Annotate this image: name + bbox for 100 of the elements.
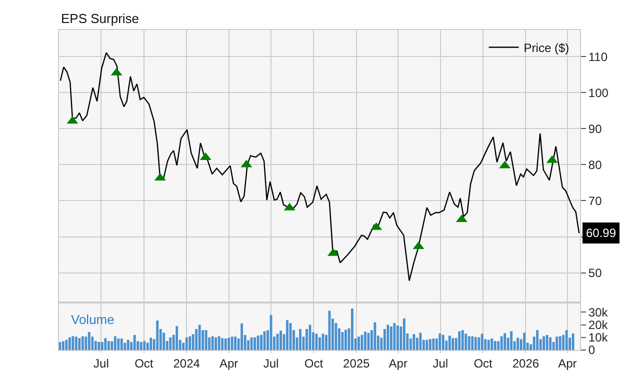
bar	[143, 341, 146, 350]
bar	[542, 336, 546, 350]
y-tick-label: 70	[588, 194, 602, 208]
legend-label: Price ($)	[524, 40, 570, 55]
bar	[383, 329, 386, 350]
bar	[510, 331, 513, 350]
bar	[504, 333, 506, 350]
bar	[88, 332, 90, 350]
bar	[250, 337, 253, 350]
bar	[468, 336, 470, 350]
annotation: 60.99	[586, 226, 616, 240]
bar	[169, 337, 172, 350]
bar	[490, 338, 494, 350]
x-tick-label: Apr	[388, 356, 408, 370]
bar	[516, 338, 520, 350]
y-tick-label: 100	[588, 86, 609, 100]
bar	[393, 322, 396, 350]
x-tick-label: Jul	[432, 356, 448, 370]
bar	[344, 330, 347, 350]
bar	[280, 330, 282, 350]
bar	[556, 336, 558, 350]
bar	[211, 336, 214, 350]
bar	[114, 336, 116, 350]
bar	[572, 333, 574, 350]
bar	[218, 336, 220, 350]
bar	[150, 338, 152, 350]
bar	[81, 336, 84, 350]
bar	[426, 340, 428, 350]
bar	[500, 336, 503, 350]
bar	[357, 336, 360, 350]
bar	[68, 337, 71, 350]
bar	[461, 330, 464, 350]
bar	[536, 330, 539, 350]
bar	[117, 338, 120, 350]
bar	[390, 326, 392, 350]
bar	[107, 341, 110, 350]
x-tick-label: Oct	[304, 356, 324, 370]
x-tick-label: Oct	[474, 356, 494, 370]
bar	[234, 336, 237, 350]
bar	[360, 334, 364, 350]
bar	[124, 342, 126, 350]
bar	[100, 342, 104, 350]
bar	[176, 326, 178, 350]
y-tick-label: 10k	[588, 330, 609, 345]
bar	[419, 332, 422, 350]
bar	[78, 338, 81, 350]
bar	[126, 340, 130, 350]
bar	[396, 326, 399, 350]
bar	[367, 332, 370, 350]
y-tick-label: 90	[588, 122, 602, 136]
x-tick-label: 2025	[343, 356, 370, 370]
y-tick-label: 80	[588, 158, 602, 172]
bar	[185, 337, 188, 350]
bar	[228, 338, 230, 350]
bar	[318, 337, 321, 350]
bar	[133, 334, 136, 350]
bar	[386, 324, 390, 350]
bar	[549, 337, 552, 350]
x-tick-label: 2026	[512, 356, 540, 370]
y-tick-label: 0	[588, 343, 596, 358]
bar	[364, 332, 366, 350]
chart-title: EPS Surprise	[61, 11, 140, 26]
bar	[156, 320, 159, 350]
bar	[59, 342, 62, 350]
bar	[198, 324, 201, 350]
x-tick-label: Jul	[263, 356, 279, 370]
bar	[204, 330, 208, 350]
bar	[162, 332, 166, 350]
bar	[402, 318, 406, 350]
bar	[432, 338, 435, 350]
bar	[523, 332, 526, 350]
bar	[188, 336, 192, 350]
bar	[195, 329, 198, 350]
bar	[104, 338, 107, 350]
bar	[452, 338, 454, 350]
bar	[299, 329, 302, 350]
bar	[221, 338, 224, 350]
y-tick-label: 110	[588, 50, 608, 64]
bar	[546, 334, 548, 350]
x-tick-label: 2024	[173, 356, 200, 370]
bar	[428, 339, 432, 350]
bar	[438, 333, 442, 350]
bar	[350, 308, 354, 350]
bar	[65, 340, 68, 350]
bar	[256, 336, 260, 350]
x-tick-label: Oct	[134, 356, 154, 370]
bar	[458, 331, 461, 350]
bar	[442, 334, 444, 350]
bar	[306, 329, 308, 350]
bar	[474, 337, 477, 350]
bar	[254, 337, 256, 350]
bar	[464, 334, 468, 350]
bar	[140, 342, 142, 350]
bar	[62, 341, 64, 350]
bar	[558, 336, 562, 350]
bar	[565, 330, 568, 350]
bar	[471, 336, 474, 350]
bar	[214, 337, 218, 350]
y-tick-label: 50	[588, 266, 602, 280]
bar	[480, 334, 484, 350]
